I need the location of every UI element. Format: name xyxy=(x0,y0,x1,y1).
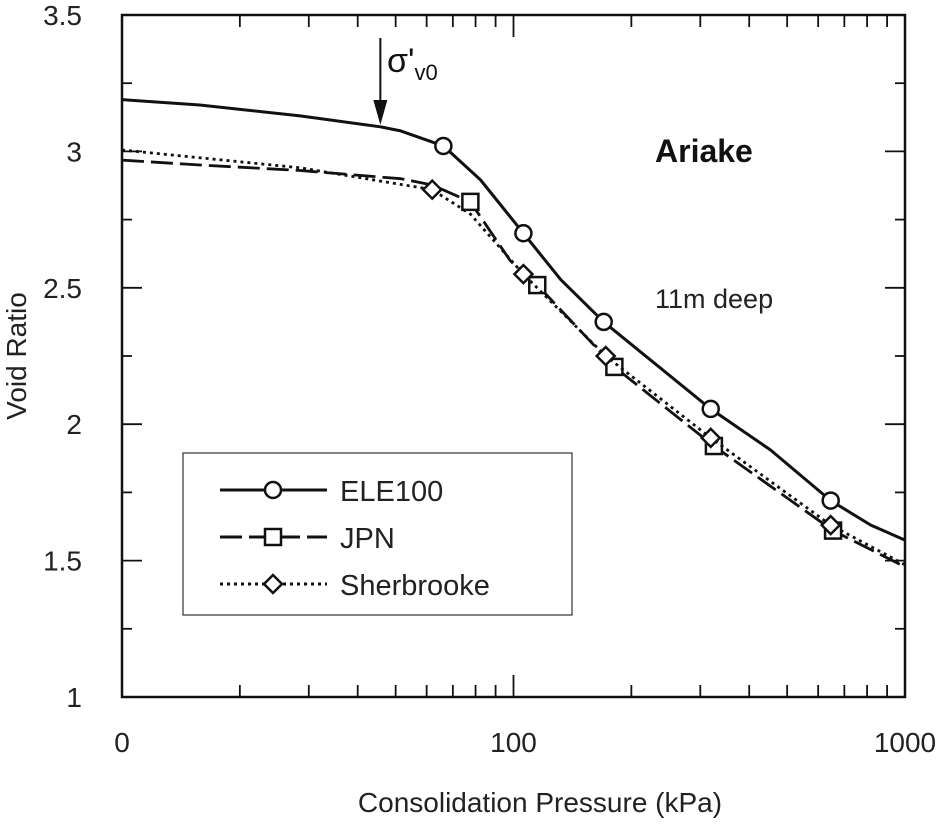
plot-frame xyxy=(120,13,907,699)
series-line-ele100 xyxy=(121,98,906,542)
data-point-sherbrooke xyxy=(512,263,535,285)
arrow-label-subscript: v0 xyxy=(414,60,437,85)
legend-label-sherbrooke: Sherbrooke xyxy=(340,570,490,602)
data-point-ele100 xyxy=(821,491,840,510)
legend-marker-jpn xyxy=(263,527,283,547)
x-tick-label: 100 xyxy=(490,727,537,758)
series-sherbrooke xyxy=(121,148,906,566)
legend-marker-ele100 xyxy=(263,480,283,500)
data-point-jpn xyxy=(605,357,624,377)
y-tick-label: 1 xyxy=(66,682,82,713)
legend-box xyxy=(182,452,573,616)
legend-label-jpn: JPN xyxy=(340,523,395,555)
preconsolidation-arrow xyxy=(373,38,388,125)
data-point-ele100 xyxy=(594,312,613,332)
legend: ELE100 JPN Sherbrooke xyxy=(182,452,573,616)
legend-item-ele100: ELE100 xyxy=(220,476,443,508)
chart-title-annotation: Ariake xyxy=(655,133,753,169)
data-point-ele100 xyxy=(701,399,720,419)
legend-label-ele100: ELE100 xyxy=(340,476,443,508)
x-tick-label: 1000 xyxy=(874,727,936,758)
y-tick-label: 1.5 xyxy=(43,546,82,577)
depth-annotation: 11m deep xyxy=(655,284,773,314)
series-line-jpn xyxy=(121,158,906,569)
y-tick-label: 3.5 xyxy=(43,0,82,31)
data-point-ele100 xyxy=(434,136,453,156)
data-point-ele100 xyxy=(514,223,533,243)
series-line-sherbrooke xyxy=(121,148,906,566)
y-axis-label: Void Ratio xyxy=(1,292,32,420)
legend-item-jpn: JPN xyxy=(220,523,395,555)
arrow-label: σ'v0 xyxy=(387,42,438,85)
y-tick-label: 3 xyxy=(66,136,82,167)
data-point-jpn xyxy=(461,192,480,212)
arrow-head xyxy=(373,100,388,125)
data-point-sherbrooke xyxy=(699,427,722,449)
data-point-sherbrooke xyxy=(421,178,443,201)
series-ele100 xyxy=(121,98,906,542)
legend-item-sherbrooke: Sherbrooke xyxy=(220,570,490,602)
x-tick-label: 0 xyxy=(114,727,130,758)
x-axis-label: Consolidation Pressure (kPa) xyxy=(358,787,722,818)
data-point-sherbrooke xyxy=(594,345,617,367)
y-tick-label: 2.5 xyxy=(43,273,82,304)
legend-marker-sherbrooke xyxy=(262,573,284,595)
data-point-sherbrooke xyxy=(819,514,842,536)
y-tick-label: 2 xyxy=(66,409,82,440)
data-point-jpn xyxy=(528,275,547,295)
